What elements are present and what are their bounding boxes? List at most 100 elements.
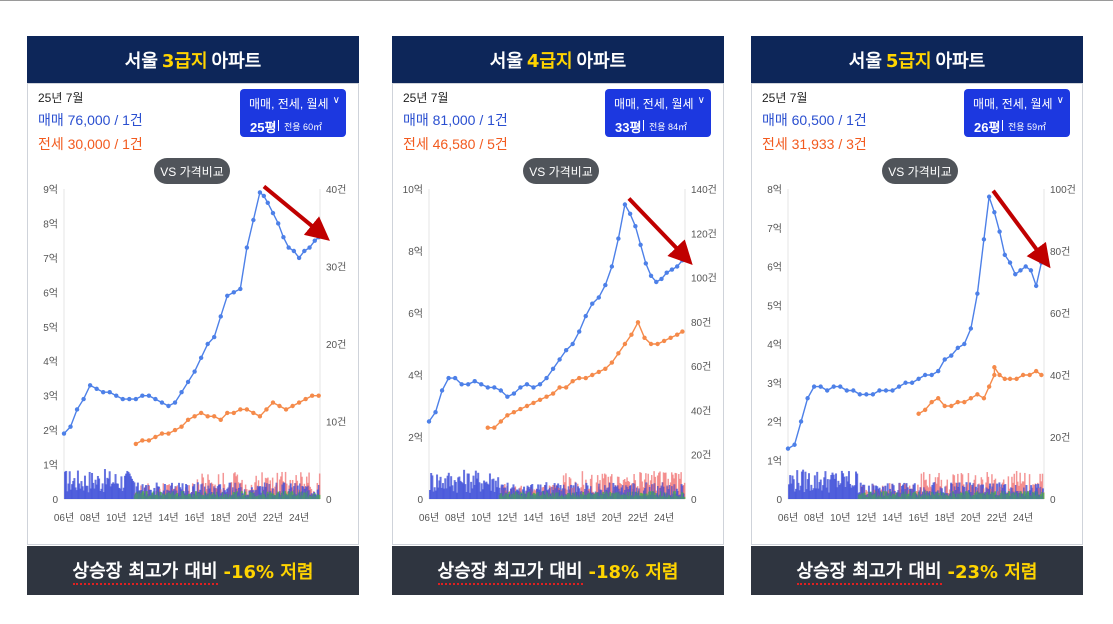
volume-bar xyxy=(129,476,132,499)
y2-tick-label: 10건 xyxy=(326,417,346,429)
volume-bar xyxy=(950,482,953,499)
lease-point xyxy=(492,425,497,430)
lease-point xyxy=(238,407,243,412)
volume-bar xyxy=(131,478,134,499)
y2-tick-label: 0 xyxy=(1050,495,1056,506)
apartment-panel-1: 서울 3급지 아파트 25년 7월 매매 76,000 / 1건 전세 30,0… xyxy=(27,36,359,596)
volume-bar xyxy=(957,486,960,499)
volume-bar xyxy=(838,484,841,499)
x-tick-label: 20년 xyxy=(602,512,622,524)
sale-price-line xyxy=(428,202,683,422)
volume-bar xyxy=(204,483,207,499)
volume-bar xyxy=(81,486,84,499)
sale-point xyxy=(824,388,830,393)
volume-bar xyxy=(931,484,934,499)
sale-point xyxy=(231,290,236,295)
volume-bar xyxy=(898,482,901,499)
sale-point xyxy=(492,385,497,390)
sale-point xyxy=(851,388,856,393)
volume-bar xyxy=(1040,481,1043,499)
volume-bar xyxy=(496,487,499,499)
volume-bar xyxy=(511,487,514,499)
vs-compare-button[interactable]: VS 가격비교 xyxy=(882,158,958,184)
sale-point xyxy=(654,279,659,285)
volume-bar xyxy=(553,483,556,499)
volume-bar xyxy=(825,487,828,499)
volume-bar xyxy=(967,473,970,499)
decline-arrow xyxy=(991,189,1051,269)
deal-type-selector[interactable]: 매매, 전세, 월세 ∨ 25평 전용 60㎡ xyxy=(240,89,346,137)
volume-bar xyxy=(106,477,109,499)
sale-point xyxy=(302,248,307,254)
volume-bar xyxy=(667,489,670,499)
volume-bar xyxy=(437,487,440,499)
lease-price-line xyxy=(487,320,683,429)
deal-type-selector[interactable]: 매매, 전세, 월세 ∨ 33평 전용 84㎡ xyxy=(605,89,711,137)
sale-point xyxy=(146,393,152,398)
volume-bar xyxy=(1008,491,1011,499)
volume-bar xyxy=(463,469,466,499)
volume-bar xyxy=(997,491,999,499)
volume-bar xyxy=(882,491,885,499)
volume-bar xyxy=(577,486,580,499)
volume-bar xyxy=(159,492,162,499)
volume-bar xyxy=(791,475,794,499)
lease-point xyxy=(153,434,158,440)
volume-bar xyxy=(438,480,441,499)
sale-point xyxy=(212,334,217,340)
volume-bar xyxy=(937,477,939,499)
volume-bar xyxy=(520,485,523,499)
vs-compare-button[interactable]: VS 가격비교 xyxy=(154,158,230,184)
volume-bar xyxy=(863,484,866,499)
volume-bar xyxy=(72,480,75,499)
volume-bar xyxy=(659,471,661,499)
volume-bar xyxy=(672,474,674,499)
volume-bar xyxy=(803,492,806,499)
sale-point xyxy=(870,392,876,397)
volume-bar xyxy=(470,481,473,499)
volume-bar xyxy=(71,484,74,499)
volume-bar xyxy=(899,483,901,499)
volume-bar xyxy=(625,485,628,499)
sale-point xyxy=(838,384,843,389)
deal-type-selector[interactable]: 매매, 전세, 월세 ∨ 26평 전용 59㎡ xyxy=(964,89,1070,137)
title-grade: 3급지 xyxy=(161,50,208,72)
volume-bar xyxy=(276,472,279,499)
volume-bar xyxy=(667,478,669,499)
x-tick-label: 22년 xyxy=(628,512,648,524)
sale-point xyxy=(127,396,132,402)
title-region: 서울 xyxy=(489,50,523,72)
x-tick-label: 12년 xyxy=(132,512,152,524)
volume-bar xyxy=(497,477,500,499)
volume-bar xyxy=(795,488,798,499)
volume-bar xyxy=(115,483,118,499)
volume-bars xyxy=(788,469,1045,499)
volume-bar xyxy=(572,485,575,499)
volume-bar xyxy=(116,483,119,499)
volume-bar xyxy=(244,491,247,499)
sale-point xyxy=(986,194,992,199)
sale-point xyxy=(472,379,477,384)
sale-point xyxy=(74,407,80,412)
volume-bar xyxy=(608,482,611,499)
title-grade: 4급지 xyxy=(526,50,573,72)
vs-compare-button[interactable]: VS 가격비교 xyxy=(523,158,599,184)
volume-bar xyxy=(267,477,269,499)
volume-bar xyxy=(928,473,931,499)
sale-point xyxy=(577,329,582,334)
lease-point xyxy=(955,399,960,405)
volume-bar xyxy=(136,482,139,499)
volume-bar xyxy=(1019,472,1021,499)
sale-point xyxy=(312,238,317,243)
volume-bar xyxy=(202,477,205,499)
volume-bar xyxy=(100,488,103,499)
volume-bar xyxy=(211,483,214,499)
volume-bar xyxy=(76,470,79,499)
volume-bar xyxy=(992,483,995,499)
volume-bar xyxy=(675,488,678,499)
sale-point xyxy=(831,384,836,389)
sale-point xyxy=(205,341,210,347)
volume-bar xyxy=(473,484,476,499)
volume-bar xyxy=(565,473,567,499)
volume-bar xyxy=(923,472,925,499)
